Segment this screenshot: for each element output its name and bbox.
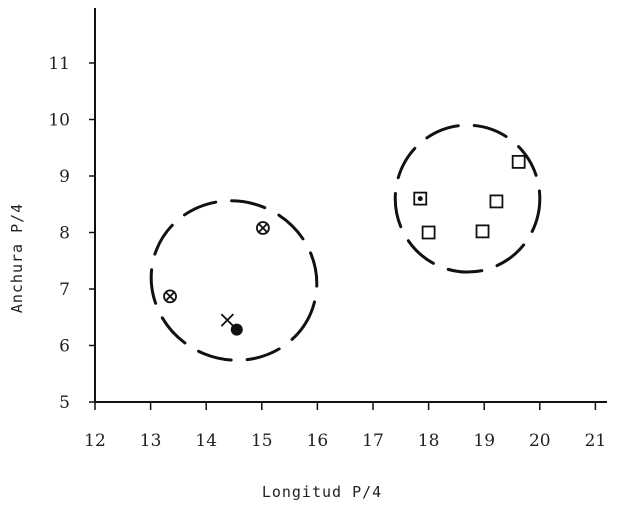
circled-x-point <box>256 221 270 235</box>
point-ring <box>256 221 270 235</box>
x-axis: 12 13 14 15 16 17 18 19 20 21 <box>84 401 607 451</box>
square-point <box>511 154 526 169</box>
y-tick-group: 5 6 7 8 9 10 11 <box>48 54 95 413</box>
y-tick-label: 5 <box>59 393 70 413</box>
cluster-outlines <box>149 123 542 362</box>
cluster-ellipse <box>393 123 542 274</box>
x-tick-label: 17 <box>362 431 384 451</box>
y-tick-label: 7 <box>59 280 70 300</box>
point-box <box>413 191 428 206</box>
x-axis-title: Longitud P/4 <box>262 483 382 501</box>
point-cross-b <box>165 291 175 301</box>
y-tick-label: 8 <box>59 224 70 244</box>
data-points <box>163 154 526 336</box>
cluster-ellipse <box>149 199 319 362</box>
y-tick-label: 10 <box>48 111 70 131</box>
x-tick-label: 19 <box>473 431 495 451</box>
x-tick-label: 12 <box>84 431 106 451</box>
x-tick-label: 18 <box>418 431 440 451</box>
y-axis-title: Anchura P/4 <box>8 203 26 313</box>
square-point <box>489 194 504 209</box>
x-tick-label: 16 <box>307 431 329 451</box>
cross-point <box>220 313 234 327</box>
x-tick-label: 14 <box>195 431 217 451</box>
filled-circle-point <box>230 323 243 336</box>
x-tick-label: 13 <box>140 431 162 451</box>
square-point <box>421 225 436 240</box>
cross-stroke-b <box>220 313 234 327</box>
point-dot <box>417 196 423 202</box>
y-tick-label: 6 <box>59 337 70 357</box>
x-tick-label: 21 <box>585 431 607 451</box>
y-tick-label: 9 <box>59 167 70 187</box>
x-tick-label: 20 <box>529 431 551 451</box>
dotted-square-point <box>413 191 428 206</box>
point-cross-b <box>258 223 268 233</box>
y-tick-label: 11 <box>48 54 70 74</box>
point-ring <box>163 289 177 304</box>
square-point <box>475 224 490 239</box>
y-axis: 5 6 7 8 9 10 11 <box>48 8 96 413</box>
circled-x-point <box>163 289 177 304</box>
x-tick-label: 15 <box>251 431 273 451</box>
x-tick-group: 12 13 14 15 16 17 18 19 20 21 <box>84 402 606 451</box>
